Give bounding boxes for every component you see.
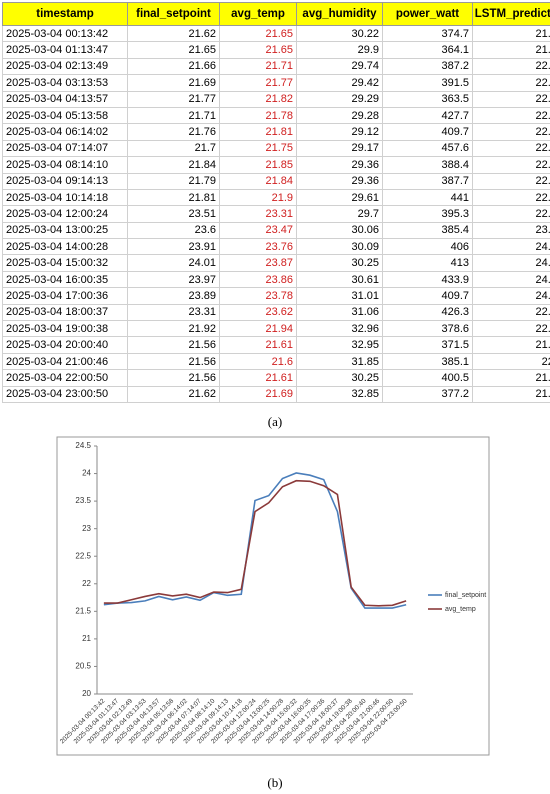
table-cell: 2025-03-04 18:00:37 <box>2 303 128 322</box>
table-row: 2025-03-04 19:00:38 21.92 21.94 32.96 378.6 2… <box>2 320 550 338</box>
table-row: 2025-03-04 00:13:42 21.62 21.65 30.22 374.7 2… <box>2 24 550 43</box>
table-cell: 30.06 <box>296 221 383 240</box>
table-row: 2025-03-04 08:14:10 21.84 21.85 29.36 388.4 2… <box>2 156 550 174</box>
y-tick-label: 20.5 <box>75 662 91 671</box>
table-row: 2025-03-04 17:00:36 23.89 23.78 31.01 409.7 2… <box>2 287 550 305</box>
table-cell: 31.06 <box>296 303 383 322</box>
table-cell: 387.7 <box>382 172 473 190</box>
table-cell: 2025-03-04 22:00:50 <box>2 369 128 387</box>
table-cell: 2025-03-04 04:13:57 <box>2 90 128 108</box>
table-cell: 29.12 <box>296 123 383 141</box>
table-cell: 377.2 <box>382 385 473 403</box>
table-cell: 2025-03-04 02:13:49 <box>2 57 128 76</box>
table-cell: 387.2 <box>382 57 473 76</box>
table-cell: 21.61 <box>219 369 297 387</box>
y-tick-label: 23 <box>82 524 91 533</box>
table-cell: 385.4 <box>382 221 473 240</box>
column-header: timestamp <box>2 2 128 26</box>
table-cell: 2025-03-04 10:14:18 <box>2 188 128 207</box>
table-row: 2025-03-04 10:14:1821.8121.929.6144122.2… <box>2 188 550 207</box>
table-cell: 371.5 <box>382 336 473 354</box>
table-cell: 24.39 <box>472 270 550 289</box>
table-cell: 21.95 <box>472 369 550 387</box>
table-row: 2025-03-04 07:14:07 21.7 21.75 29.17 457.6 22… <box>2 139 550 158</box>
table-row: 2025-03-04 18:00:37 23.31 23.62 31.06 426.3 2… <box>2 303 550 322</box>
table-cell: 2025-03-04 12:00:24 <box>2 205 128 223</box>
table-cell: 30.09 <box>296 238 383 256</box>
y-tick-label: 22 <box>82 579 91 588</box>
legend-label: avg_temp <box>445 606 476 613</box>
table-cell: 23.97 <box>127 270 220 289</box>
y-tick-label: 21.5 <box>75 606 91 615</box>
table-row: 2025-03-04 13:00:25 23.6 23.47 30.06 385.4 23… <box>2 221 550 240</box>
column-header: LSTM_predicted <box>472 2 550 26</box>
table-cell: 433.9 <box>382 270 473 289</box>
table-row: 2025-03-04 04:13:57 21.77 21.82 29.29 363.5 2… <box>2 90 550 108</box>
table-cell: 31.85 <box>296 352 383 371</box>
table-cell: 2025-03-04 07:14:07 <box>2 139 128 158</box>
table-cell: 21.75 <box>219 139 297 158</box>
table-row: 2025-03-04 15:00:3224.0123.8730.2541324.… <box>2 254 550 272</box>
table-row: 2025-03-04 23:00:50 21.62 21.69 32.85 377.2 2… <box>2 385 550 403</box>
y-tick-label: 24.5 <box>75 441 91 450</box>
table-cell: 21.6 <box>219 352 297 371</box>
table-cell: 21.65 <box>219 24 297 43</box>
table-cell: 21.81 <box>127 188 220 207</box>
table-cell: 21.78 <box>219 106 297 125</box>
legend-label: final_setpoint <box>445 592 486 599</box>
y-tick-label: 21 <box>82 634 91 643</box>
table-cell: 21.97 <box>472 24 550 43</box>
y-tick-label: 20 <box>82 689 91 698</box>
table-cell: 24.41 <box>472 254 550 272</box>
table-cell: 2025-03-04 17:00:36 <box>2 287 128 305</box>
table-cell: 32.85 <box>296 385 383 403</box>
series-line <box>103 479 407 607</box>
column-header: avg_humidity <box>296 2 383 26</box>
table-row: 2025-03-04 02:13:49 21.66 21.71 29.74 387.2 2… <box>2 57 550 76</box>
y-tick-label: 23.5 <box>75 496 91 505</box>
table-cell: 23.31 <box>219 205 297 223</box>
caption: (a) <box>267 414 283 429</box>
table-cell: 22.03 <box>472 205 550 223</box>
table-cell: 2025-03-04 23:00:50 <box>2 385 128 403</box>
table-row: 2025-03-04 22:00:50 21.56 21.61 30.25 400.5 2… <box>2 369 550 387</box>
column-header: power_watt <box>382 2 473 26</box>
table-cell: 21.99 <box>472 41 550 59</box>
table-cell: 2025-03-04 01:13:47 <box>2 41 128 59</box>
table-cell: 400.5 <box>382 369 473 387</box>
table-row: 2025-03-04 14:00:2823.9123.7630.0940624.… <box>2 238 550 256</box>
table-row: 2025-03-04 05:13:58 21.71 21.78 29.28 427.7 2… <box>2 106 550 125</box>
table-cell: 2025-03-04 20:00:40 <box>2 336 128 354</box>
data-table: timestamp final_setpoint avg_temp avg_humid… <box>2 2 550 403</box>
table-cell: 2025-03-04 06:14:02 <box>2 123 128 141</box>
table-cell: 21.65 <box>127 41 220 59</box>
table-cell: 2025-03-04 08:14:10 <box>2 156 128 174</box>
table-cell: 31.01 <box>296 287 383 305</box>
y-tick-label: 24 <box>82 469 91 478</box>
y-tick-label: 22.5 <box>75 551 91 560</box>
table-cell: 22.15 <box>472 139 550 158</box>
series-line <box>103 472 407 609</box>
table-row: 2025-03-04 06:14:02 21.76 21.81 29.12 409.7 2… <box>2 123 550 141</box>
table-cell: 21.79 <box>127 172 220 190</box>
caption: (b) <box>267 775 283 790</box>
table-cell: 2025-03-04 05:13:58 <box>2 106 128 125</box>
table-cell: 21.97 <box>472 385 550 403</box>
table-cell: 21.62 <box>127 24 220 43</box>
table-row: 2025-03-04 20:00:40 21.56 21.61 32.95 371.5 2… <box>2 336 550 354</box>
table-row: 2025-03-04 16:00:35 23.97 23.86 30.61 433.9 2… <box>2 270 550 289</box>
table-cell: 2025-03-04 14:00:28 <box>2 238 128 256</box>
